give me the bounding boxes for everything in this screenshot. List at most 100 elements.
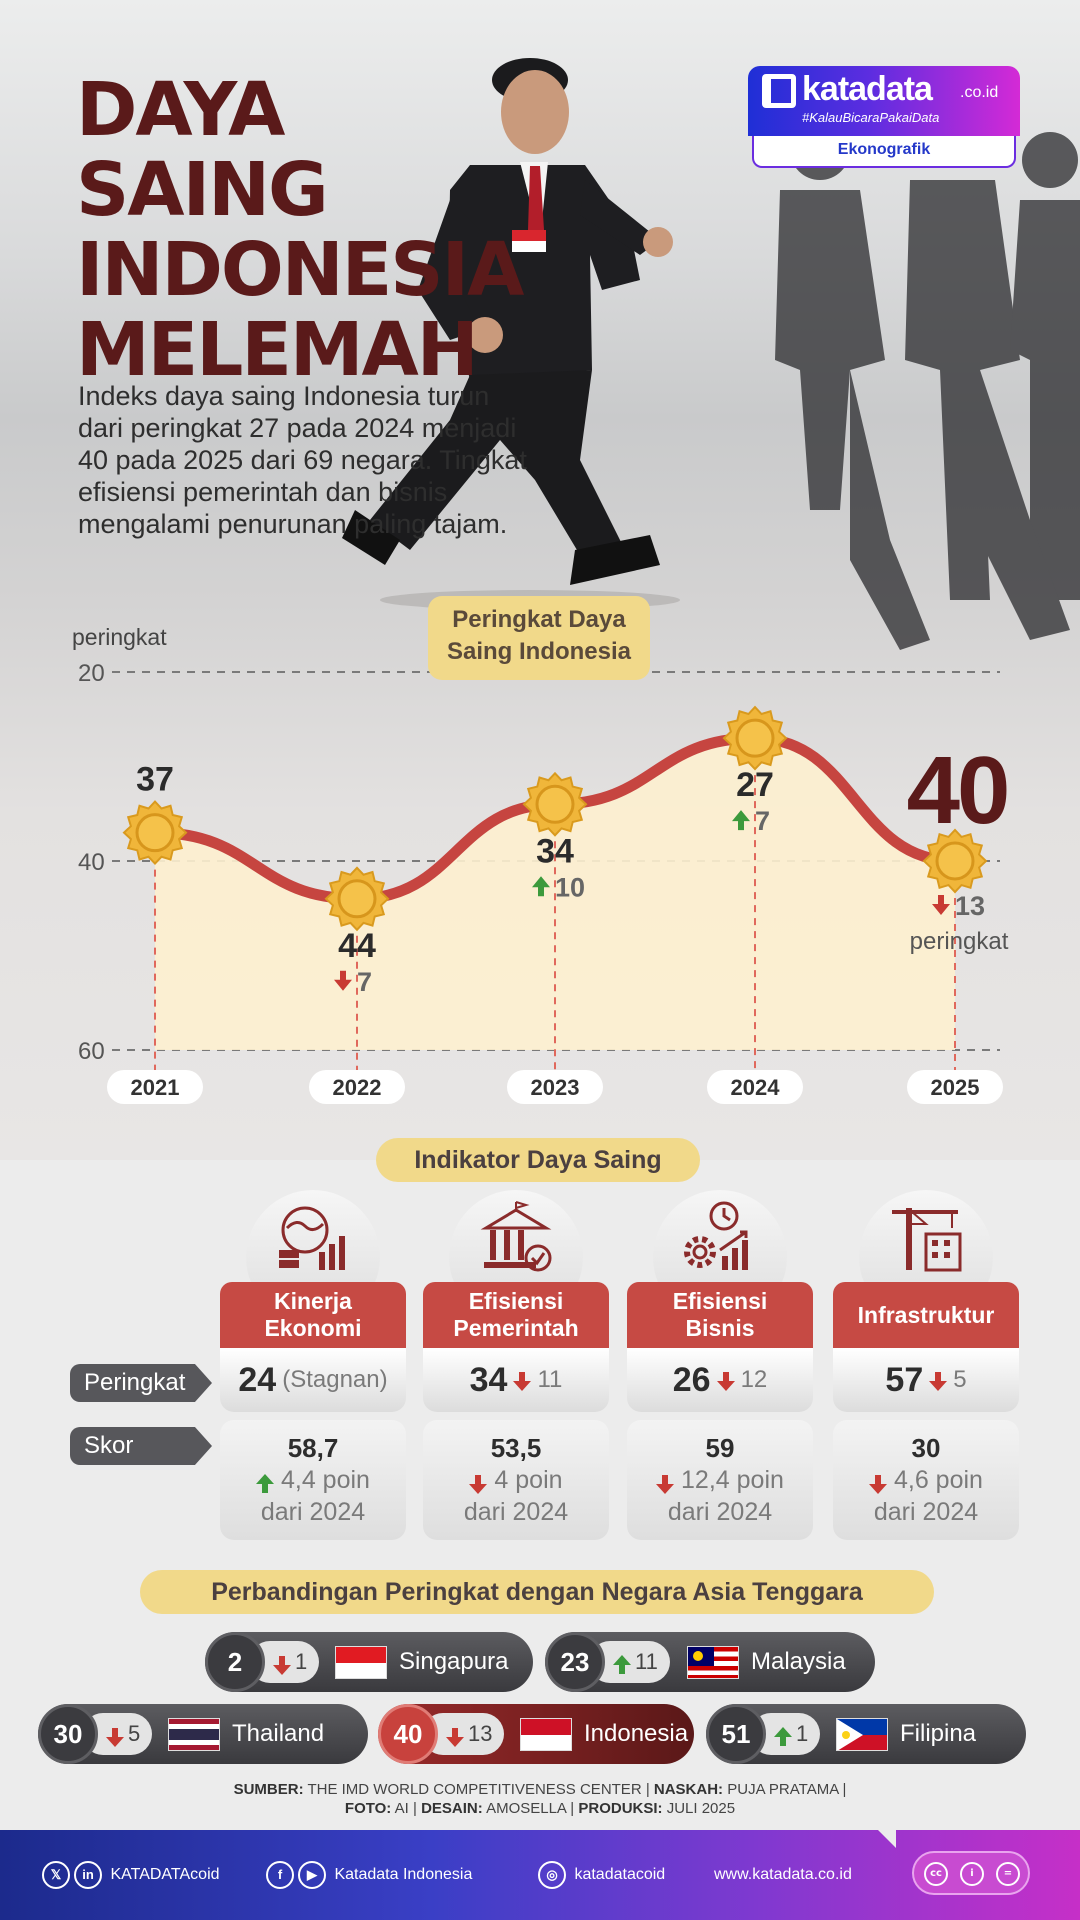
score-value: 53,5 [490, 1433, 542, 1463]
score-baseline: dari 2024 [260, 1498, 366, 1526]
indicator-score: 53,5 4 poin dari 2024 [423, 1420, 609, 1540]
title-line-3: MELEMAH [76, 307, 479, 393]
indicator-name-text: Efisiensi Pemerintah [453, 1288, 579, 1341]
indicator-card: Efisiensi Pemerintah 34 11 53,5 4 poin da… [423, 1190, 609, 1540]
gear-clock-chart-icon [684, 1201, 748, 1270]
rank-change: (Stagnan) [282, 1366, 388, 1393]
x-tick-label: 2024 [731, 1075, 781, 1100]
arrow-down-icon [513, 1372, 532, 1391]
score-baseline: dari 2024 [873, 1498, 979, 1526]
katadata-logo[interactable]: katadata .co.id #KalauBicaraPakaiData Ek… [748, 66, 1020, 170]
social-instagram[interactable]: ◎ katadatacoid [538, 1860, 665, 1890]
arrow-down-icon [869, 1475, 888, 1494]
score-value: 58,7 [287, 1433, 339, 1463]
rank-change: 13 [468, 1721, 493, 1746]
indicator-name: Kinerja Ekonomi [220, 1282, 406, 1348]
arrow-down-icon [273, 1656, 291, 1675]
score-change: 4 poin [423, 1464, 609, 1496]
x-tick-label: 2023 [531, 1075, 580, 1100]
title-line-1: DAYA SAING [76, 67, 329, 233]
section-label: Ekonografik [837, 141, 931, 158]
country-name: Indonesia [584, 1720, 689, 1747]
youtube-icon: ▶ [298, 1860, 326, 1889]
indicator-rank: 57 5 [833, 1348, 1019, 1412]
score-change-text: 12,4 poin [681, 1466, 784, 1494]
logo-banner: katadata .co.id #KalauBicaraPakaiData [748, 66, 1020, 136]
rank-change: 1 [796, 1721, 809, 1746]
y-tick-label: 20 [78, 660, 105, 687]
score-value: 30 [911, 1433, 941, 1463]
source-line-2: FOTO: AI | DESAIN: AMOSELLA | PRODUKSI: … [0, 1799, 1080, 1818]
indicator-card: Efisiensi Bisnis 26 12 59 12,4 poin dari … [627, 1190, 813, 1540]
source-line-1: SUMBER: THE IMD WORLD COMPETITIVENESS CE… [0, 1780, 1080, 1799]
credit-value: AI | [391, 1800, 422, 1817]
value-label: 44 [338, 927, 376, 965]
indonesia-flag [520, 1718, 572, 1751]
x-tick-label: 2021 [131, 1075, 180, 1100]
credit-key: DESAIN: [421, 1800, 483, 1817]
country-name: Malaysia [751, 1648, 846, 1675]
year-pill [507, 1070, 603, 1104]
country-pill: 5 30 Thailand [38, 1704, 368, 1764]
change-label: 10 [555, 872, 585, 902]
rank-change: 12 [740, 1366, 768, 1393]
y-tick-label: 40 [78, 849, 105, 876]
data-marker [922, 828, 988, 894]
title-line-2: INDONESIA [76, 227, 524, 313]
katadata-d-icon [762, 74, 796, 108]
globe-coins-chart-icon [279, 1206, 345, 1270]
x-tick-label: 2025 [931, 1075, 980, 1100]
handle-facebook-youtube: Katadata Indonesia [334, 1866, 473, 1883]
country-rank: 51 [706, 1704, 766, 1764]
rank-value: 57 [885, 1360, 924, 1399]
indicator-name-text: Efisiensi Bisnis [672, 1288, 768, 1341]
score-change-text: 4 poin [494, 1466, 563, 1494]
arrow-down-icon [656, 1475, 675, 1494]
cc-icon: cc [924, 1862, 948, 1886]
indicator-rank: 26 12 [627, 1348, 813, 1412]
value-label: 34 [536, 832, 574, 870]
website-link[interactable]: www.katadata.co.id [714, 1860, 852, 1890]
arrow-down-icon [469, 1475, 488, 1494]
rank-row-label: Peringkat [70, 1364, 212, 1402]
philippines-flag [836, 1718, 888, 1751]
country-name: Singapura [399, 1648, 509, 1675]
rank-change: 11 [537, 1366, 563, 1393]
x-icon: 𝕏 [42, 1860, 70, 1889]
asean-title: Perbandingan Peringkat dengan Negara Asi… [140, 1570, 934, 1614]
website-url: www.katadata.co.id [714, 1866, 852, 1883]
indicator-rank: 34 11 [423, 1348, 609, 1412]
score-change-text: 4,4 poin [280, 1466, 370, 1494]
chart-title-badge: Peringkat Daya Saing Indonesia [428, 596, 650, 680]
rank-value: 26 [672, 1360, 711, 1399]
highlight-value-label: 40 [907, 737, 1008, 844]
intro-paragraph: Indeks daya saing Indonesia turun dari p… [78, 381, 527, 539]
change-label: 7 [357, 967, 372, 997]
credit-value: AMOSELLA | [482, 1800, 579, 1817]
country-pill: 1 2 Singapura [205, 1632, 533, 1692]
social-facebook-youtube[interactable]: f ▶ Katadata Indonesia [266, 1860, 472, 1890]
country-name: Filipina [900, 1720, 977, 1747]
score-change-text: 4,6 poin [893, 1466, 983, 1494]
year-pill [107, 1070, 203, 1104]
country-rank: 23 [545, 1632, 605, 1692]
logo-brand-name: katadata [802, 70, 933, 108]
chart-title: Peringkat Daya Saing Indonesia [446, 606, 632, 665]
source-credits: SUMBER: THE IMD WORLD COMPETITIVENESS CE… [0, 1780, 1080, 1818]
arrow-down-icon [334, 970, 352, 991]
data-marker [122, 800, 188, 866]
data-marker [324, 866, 390, 932]
government-building-icon [480, 1201, 552, 1272]
credit-key: PRODUKSI: [578, 1800, 663, 1817]
creative-commons-badge[interactable]: cc i = [912, 1851, 1030, 1895]
data-marker [522, 771, 588, 837]
indicator-rank: 24 (Stagnan) [220, 1348, 406, 1412]
change-suffix: peringkat [910, 928, 1009, 955]
handle-instagram: katadatacoid [574, 1866, 666, 1883]
page-title: DAYA SAING INDONESIA MELEMAH [76, 70, 536, 390]
by-icon: i [960, 1862, 984, 1886]
score-baseline: dari 2024 [667, 1498, 773, 1526]
data-marker [722, 705, 788, 771]
rank-change: 5 [953, 1366, 967, 1393]
